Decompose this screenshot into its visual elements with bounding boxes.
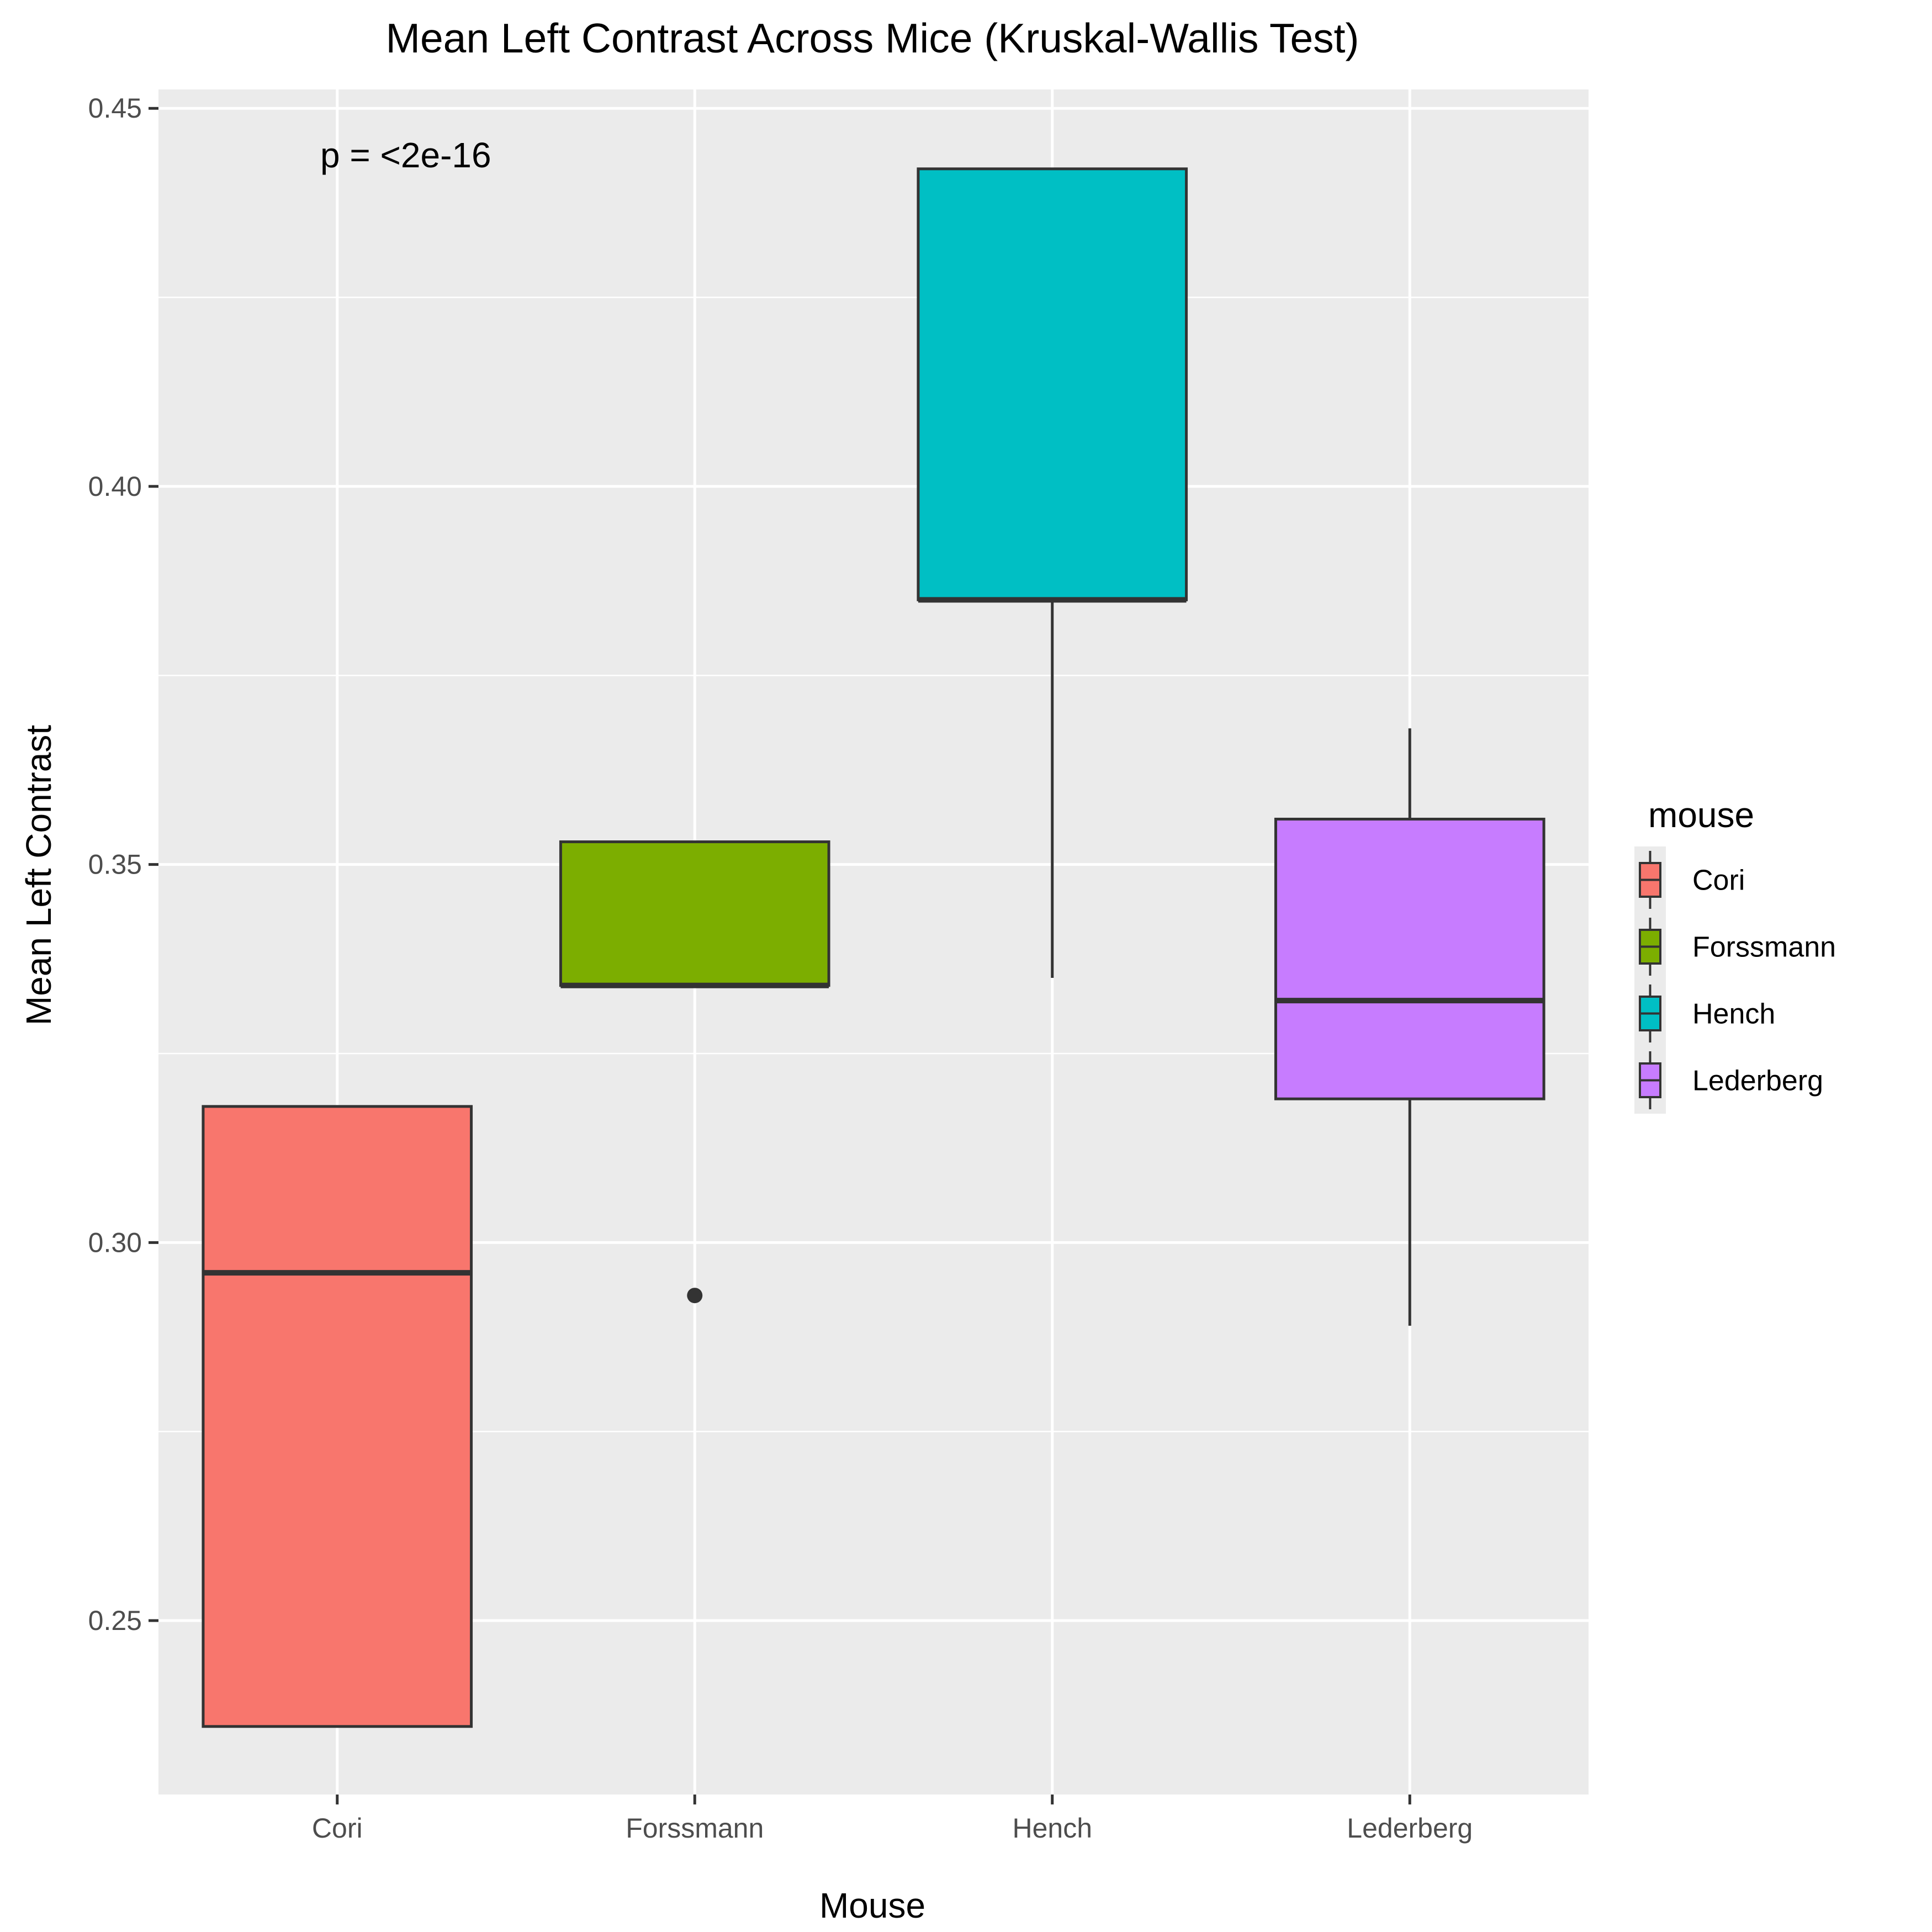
outlier-point [687, 1288, 703, 1304]
box-cori [202, 1105, 473, 1728]
x-axis-title: Mouse [819, 1886, 925, 1925]
box-body [559, 840, 830, 987]
p-value-annotation: p = <2e-16 [320, 135, 491, 175]
box-forssmann [559, 840, 830, 1304]
y-tick-label: 0.25 [88, 1605, 142, 1636]
box-hench [917, 167, 1188, 978]
x-tick-label: Forssmann [626, 1813, 764, 1844]
y-tick-label: 0.45 [88, 93, 142, 124]
legend-label: Lederberg [1692, 1065, 1823, 1097]
y-tick-label: 0.40 [88, 471, 142, 502]
box-lederberg [1274, 728, 1545, 1326]
x-tick-label: Hench [1012, 1813, 1092, 1844]
legend-label: Cori [1692, 865, 1745, 897]
legend-title: mouse [1648, 795, 1754, 835]
box-body [917, 167, 1188, 601]
legend-item-cori: Cori [1639, 851, 1745, 909]
y-axis: 0.25 0.30 0.35 0.40 0.45 [88, 93, 158, 1636]
legend-label: Forssmann [1692, 931, 1836, 964]
legend-item-lederberg: Lederberg [1639, 1051, 1823, 1109]
y-tick-label: 0.30 [88, 1227, 142, 1258]
box-body [202, 1105, 473, 1728]
legend-label: Hench [1692, 998, 1775, 1030]
x-axis: Cori Forssmann Hench Lederberg [312, 1795, 1473, 1844]
legend-item-forssmann: Forssmann [1639, 918, 1836, 976]
x-tick-label: Cori [312, 1813, 363, 1844]
y-axis-title: Mean Left Contrast [19, 725, 59, 1026]
legend: mouse Cori Forssmann Hench Lederberg [1634, 795, 1836, 1114]
box-body [1274, 817, 1545, 1100]
legend-item-hench: Hench [1639, 984, 1775, 1042]
chart-title: Mean Left Contrast Across Mice (Kruskal-… [385, 15, 1359, 61]
box-layer [202, 167, 1545, 1728]
x-tick-label: Lederberg [1347, 1813, 1473, 1844]
y-tick-label: 0.35 [88, 849, 142, 880]
